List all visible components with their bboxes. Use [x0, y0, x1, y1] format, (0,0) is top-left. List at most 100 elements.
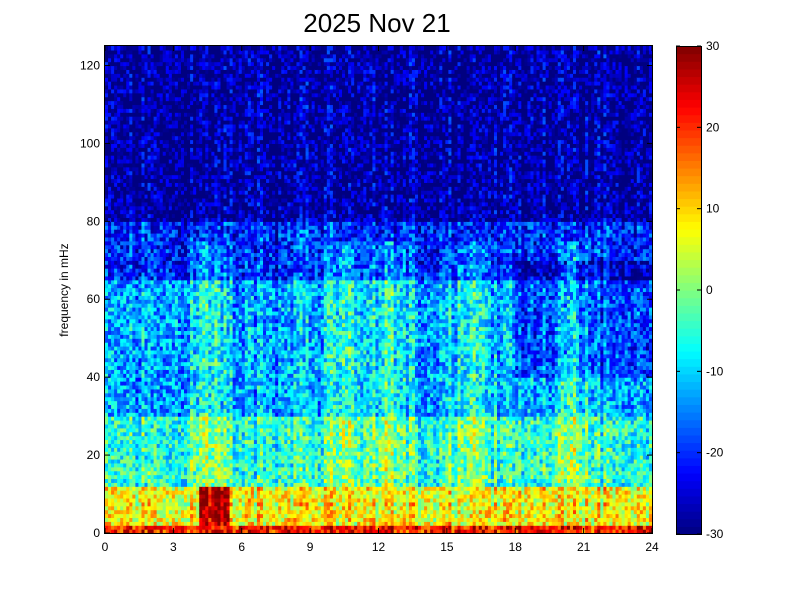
- heatmap-cell: [199, 116, 203, 121]
- heatmap-cell: [114, 338, 118, 343]
- heatmap-cell: [190, 486, 194, 491]
- heatmap-cell: [105, 455, 109, 460]
- heatmap-cell: [202, 197, 206, 203]
- heatmap-cell: [180, 264, 185, 269]
- heatmap-cell: [174, 120, 179, 125]
- heatmap-cell: [114, 478, 118, 483]
- heatmap-cell: [196, 65, 200, 70]
- heatmap-cell: [108, 236, 112, 242]
- heatmap-cell: [123, 439, 127, 444]
- heatmap-cell: [168, 182, 173, 187]
- heatmap-cell: [159, 178, 164, 183]
- heatmap-cell: [129, 447, 133, 452]
- heatmap-cell: [141, 135, 146, 141]
- heatmap-cell: [196, 170, 200, 176]
- heatmap-cell: [211, 501, 215, 507]
- heatmap-cell: [174, 412, 179, 417]
- heatmap-cell: [202, 221, 206, 226]
- heatmap-cell: [174, 470, 179, 476]
- heatmap-cell: [168, 334, 173, 339]
- heatmap-cell: [202, 271, 206, 277]
- heatmap-cell: [168, 404, 173, 409]
- heatmap-cell: [132, 197, 136, 203]
- heatmap-cell: [180, 143, 185, 148]
- heatmap-cell: [114, 482, 118, 487]
- heatmap-cell: [129, 77, 133, 82]
- heatmap-cell: [177, 310, 182, 316]
- heatmap-cell: [162, 236, 167, 242]
- heatmap-cell: [187, 388, 191, 394]
- heatmap-cell: [135, 462, 140, 468]
- heatmap-cell: [208, 373, 212, 378]
- heatmap-cell: [193, 342, 197, 347]
- heatmap-cell: [156, 53, 161, 59]
- heatmap-cell: [187, 295, 191, 300]
- heatmap-cell: [120, 108, 124, 113]
- heatmap-cell: [174, 49, 179, 55]
- heatmap-cell: [165, 291, 170, 296]
- heatmap-cell: [114, 303, 118, 308]
- heatmap-cell: [120, 423, 124, 429]
- heatmap-cell: [120, 233, 124, 238]
- heatmap-cell: [153, 147, 158, 152]
- heatmap-cell: [205, 462, 209, 468]
- heatmap-cell: [205, 427, 209, 433]
- heatmap-cell: [123, 478, 127, 483]
- heatmap-cell: [180, 521, 185, 526]
- heatmap-cell: [135, 92, 140, 98]
- heatmap-cell: [171, 494, 176, 499]
- heatmap-cell: [111, 279, 115, 285]
- heatmap-cell: [129, 264, 133, 269]
- heatmap-cell: [153, 439, 158, 444]
- heatmap-cell: [153, 46, 158, 51]
- heatmap-cell: [111, 318, 115, 324]
- heatmap-cell: [153, 381, 158, 386]
- heatmap-cell: [117, 478, 121, 483]
- heatmap-cell: [211, 322, 215, 328]
- heatmap-cell: [138, 435, 143, 441]
- heatmap-cell: [135, 330, 140, 335]
- heatmap-cell: [141, 162, 146, 168]
- heatmap-cell: [153, 166, 158, 172]
- heatmap-cell: [208, 92, 212, 98]
- heatmap-cell: [114, 396, 118, 402]
- heatmap-cell: [156, 388, 161, 394]
- heatmap-cell: [126, 53, 130, 59]
- heatmap-cell: [171, 151, 176, 156]
- heatmap-cell: [180, 197, 185, 203]
- heatmap-cell: [150, 310, 155, 316]
- heatmap-cell: [105, 229, 109, 234]
- heatmap-cell: [156, 295, 161, 300]
- heatmap-cell: [187, 147, 191, 152]
- heatmap-cell: [150, 283, 155, 289]
- heatmap-cell: [187, 435, 191, 441]
- heatmap-cell: [111, 482, 115, 487]
- heatmap-cell: [165, 494, 170, 499]
- heatmap-cell: [180, 127, 185, 133]
- heatmap-cell: [184, 466, 188, 472]
- heatmap-cell: [114, 197, 118, 203]
- heatmap-cell: [174, 497, 179, 503]
- heatmap-cell: [165, 178, 170, 183]
- heatmap-cell: [156, 197, 161, 203]
- heatmap-cell: [108, 256, 112, 261]
- heatmap-cell: [123, 53, 127, 59]
- heatmap-cell: [144, 431, 149, 437]
- heatmap-cell: [129, 416, 133, 421]
- heatmap-cell: [135, 127, 140, 133]
- heatmap-cell: [165, 205, 170, 211]
- heatmap-cell: [117, 299, 121, 304]
- heatmap-cell: [162, 88, 167, 94]
- heatmap-cell: [196, 46, 200, 51]
- heatmap-cell: [126, 131, 130, 137]
- heatmap-cell: [123, 174, 127, 180]
- heatmap-cell: [135, 236, 140, 242]
- heatmap-cell: [132, 318, 136, 324]
- heatmap-cell: [208, 447, 212, 452]
- heatmap-cell: [123, 404, 127, 409]
- heatmap-cell: [174, 310, 179, 316]
- heatmap-cell: [184, 116, 188, 121]
- heatmap-cell: [199, 490, 203, 495]
- heatmap-cell: [141, 127, 146, 133]
- heatmap-cell: [123, 108, 127, 113]
